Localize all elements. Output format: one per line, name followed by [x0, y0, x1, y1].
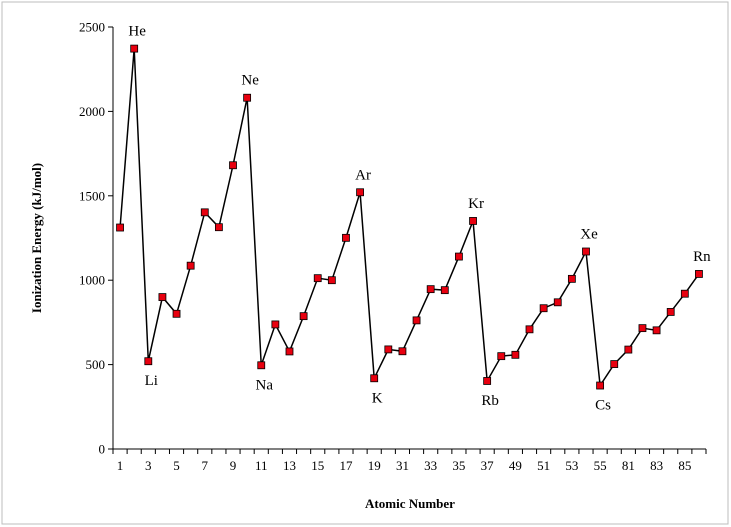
element-label: Xe [580, 227, 598, 243]
x-tick-label: 85 [678, 458, 691, 473]
x-tick-label: 53 [565, 458, 578, 473]
data-point [158, 293, 167, 301]
data-point [666, 308, 675, 316]
data-point [130, 44, 139, 53]
element-label: Na [256, 377, 274, 393]
x-tick-label: 3 [145, 458, 152, 473]
data-point [610, 360, 619, 368]
y-tick-label: 1500 [79, 188, 105, 203]
x-tick-label: 7 [202, 458, 209, 473]
data-point [469, 217, 477, 225]
data-point [440, 286, 449, 295]
element-label: Rb [481, 393, 499, 409]
element-label: Li [145, 373, 158, 389]
data-point [116, 223, 124, 232]
x-tick-label: 51 [537, 458, 550, 473]
x-tick-label: 55 [594, 458, 607, 473]
x-axis-label: Atomic Number [365, 496, 455, 511]
x-tick-label: 11 [255, 458, 268, 473]
x-tick-label: 31 [396, 458, 409, 473]
data-point [144, 357, 153, 366]
x-tick-label: 35 [452, 458, 465, 473]
element-annotations: He Ne Ar Kr Xe Rn Li Na K Rb Cs [128, 24, 711, 414]
element-label: Ar [355, 167, 371, 183]
y-tick-label: 1000 [79, 273, 105, 288]
x-tick-label: 5 [173, 458, 180, 473]
x-tick-label: 1 [117, 458, 124, 473]
x-tick-label: 83 [650, 458, 663, 473]
data-point [285, 347, 294, 356]
element-label: Kr [468, 196, 484, 212]
series-markers [116, 44, 703, 390]
y-tick-label: 2500 [79, 20, 105, 35]
data-point [200, 208, 209, 217]
data-point [398, 347, 407, 356]
data-point [483, 377, 492, 385]
data-point [426, 285, 435, 294]
data-point [455, 252, 463, 261]
data-point [412, 316, 421, 325]
y-tick-label: 2000 [79, 104, 105, 119]
x-tick-label: 15 [311, 458, 324, 473]
data-point [680, 289, 689, 298]
data-point [342, 233, 350, 242]
data-point [582, 247, 590, 256]
data-point [511, 350, 520, 359]
x-tick-label: 19 [368, 458, 381, 473]
data-point [652, 326, 661, 335]
data-point [172, 309, 181, 318]
data-point [327, 276, 336, 285]
x-tick-label: 49 [509, 458, 522, 473]
data-point [257, 361, 266, 370]
data-point [596, 381, 605, 390]
x-tick-label: 37 [481, 458, 495, 473]
data-point [525, 325, 534, 334]
data-point [497, 352, 506, 361]
data-point [638, 324, 647, 333]
x-tick-label: 33 [424, 458, 437, 473]
data-point [553, 298, 562, 307]
data-point [271, 320, 280, 329]
data-point [539, 304, 548, 313]
data-point [370, 374, 379, 383]
data-point [214, 223, 223, 232]
y-tick-label: 0 [99, 442, 106, 457]
data-point [384, 345, 393, 354]
y-tick-label: 500 [86, 357, 106, 372]
x-tick-label: 13 [283, 458, 296, 473]
data-point [313, 274, 322, 283]
x-tick-label: 9 [230, 458, 237, 473]
data-point [695, 270, 703, 278]
data-point [299, 312, 308, 321]
x-tick-label: 17 [339, 458, 353, 473]
element-label: Rn [693, 249, 711, 265]
data-point [229, 161, 237, 170]
data-point [243, 93, 252, 102]
element-label: Ne [241, 73, 259, 89]
data-point [186, 261, 195, 270]
data-point [624, 345, 633, 354]
x-tick-label: 81 [622, 458, 635, 473]
data-point [567, 274, 576, 283]
element-label: Cs [595, 398, 611, 414]
y-axis-label: Ionization Energy (kJ/mol) [29, 163, 44, 313]
element-label: He [128, 24, 146, 40]
element-label: K [372, 390, 383, 406]
x-axis-ticks: 1 3 5 7 9 11 13 15 17 19 31 33 35 37 49 51 53 55 81 83 85 [112, 449, 707, 473]
data-point [356, 188, 364, 197]
y-axis-ticks: 0 500 1000 1500 2000 2500 [79, 20, 113, 457]
